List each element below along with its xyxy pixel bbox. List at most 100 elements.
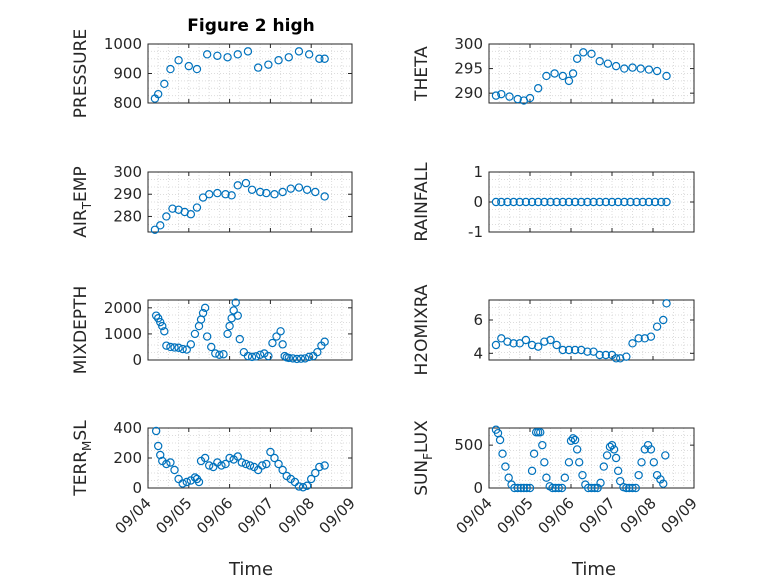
data-point <box>231 298 240 307</box>
data-point <box>662 299 671 308</box>
data-point <box>542 473 551 482</box>
y-tick-label: 300 <box>113 163 142 181</box>
data-point <box>178 344 187 354</box>
data-point <box>262 188 271 198</box>
data-point <box>505 92 514 101</box>
y-tick-label: 200 <box>113 449 142 467</box>
data-point <box>607 197 617 207</box>
data-point <box>548 483 557 493</box>
data-point <box>233 452 242 461</box>
data-point <box>583 197 592 207</box>
data-point <box>536 428 545 437</box>
data-point <box>501 462 510 471</box>
data-point <box>554 483 563 493</box>
y-tick-label: 295 <box>454 60 483 78</box>
data-point <box>644 65 654 74</box>
data-point <box>595 197 604 207</box>
data-point <box>170 343 179 352</box>
plot-border <box>147 171 353 233</box>
data-point <box>625 483 634 493</box>
data-point <box>296 354 306 363</box>
data-point <box>634 334 643 343</box>
data-point <box>540 197 549 207</box>
y-label-sub: T <box>80 201 94 210</box>
y-axis-label: SUNFLUX <box>412 420 435 496</box>
y-tick-label: 290 <box>454 84 483 102</box>
x-tick-label: 09/05 <box>152 494 195 537</box>
data-point <box>174 343 183 352</box>
y-tick-label: 500 <box>454 436 483 454</box>
data-point <box>637 458 646 467</box>
data-point <box>186 210 196 219</box>
data-point <box>294 183 304 192</box>
data-point <box>166 458 175 467</box>
data-point <box>522 483 531 493</box>
data-point <box>304 352 314 362</box>
data-point <box>313 347 322 357</box>
data-point <box>550 69 559 78</box>
data-point <box>315 462 324 472</box>
data-point <box>286 184 295 193</box>
data-point <box>194 477 204 487</box>
data-point <box>153 314 163 323</box>
data-point <box>583 347 592 356</box>
data-point <box>628 63 637 72</box>
y-tick-label: 290 <box>113 185 142 203</box>
data-point <box>243 47 253 56</box>
data-point <box>258 461 267 470</box>
series-markers <box>491 48 671 105</box>
panel-theta: 290 295 300 THETA <box>412 35 695 105</box>
data-point <box>646 332 656 341</box>
data-point <box>151 311 161 320</box>
data-point <box>652 66 662 76</box>
data-point <box>611 453 621 463</box>
data-point <box>302 481 312 490</box>
series-markers <box>150 178 329 234</box>
data-point <box>568 69 578 78</box>
x-axis-label-right: Time <box>571 559 616 580</box>
data-point <box>570 435 580 445</box>
data-point <box>540 337 549 346</box>
data-point <box>609 445 619 454</box>
data-point <box>611 61 621 71</box>
data-point <box>634 470 643 480</box>
data-point <box>233 311 242 320</box>
panel-rainfall: -1 0 1 RAINFALL <box>412 162 695 242</box>
y-tick-label: 0 <box>473 193 483 211</box>
data-point <box>607 440 617 450</box>
series-markers <box>150 47 329 103</box>
data-point <box>223 53 232 62</box>
data-point <box>174 56 183 65</box>
data-point <box>587 483 596 493</box>
data-point <box>213 51 222 61</box>
data-point <box>202 50 212 59</box>
data-point <box>575 458 584 467</box>
data-point <box>320 192 329 201</box>
data-point <box>568 434 578 443</box>
data-point <box>251 352 261 361</box>
series-markers <box>491 197 671 207</box>
x-tick-label: 09/06 <box>535 494 578 537</box>
data-point <box>589 197 598 207</box>
data-point <box>311 468 320 478</box>
data-point <box>509 197 518 207</box>
plot-border <box>488 299 695 361</box>
data-point <box>525 93 535 103</box>
data-point <box>611 354 621 363</box>
data-point <box>497 89 506 99</box>
x-tick-label: 09/08 <box>275 494 318 537</box>
data-point <box>513 94 522 104</box>
data-point <box>264 60 273 69</box>
data-point <box>570 345 580 355</box>
y-tick-label: 0 <box>473 479 483 497</box>
data-point <box>652 322 662 331</box>
data-point <box>156 450 165 460</box>
x-tick-label: 09/05 <box>494 494 537 537</box>
data-point <box>509 339 518 348</box>
data-point <box>599 462 609 471</box>
data-point <box>300 354 310 363</box>
data-point <box>253 63 263 72</box>
data-point <box>262 459 271 469</box>
